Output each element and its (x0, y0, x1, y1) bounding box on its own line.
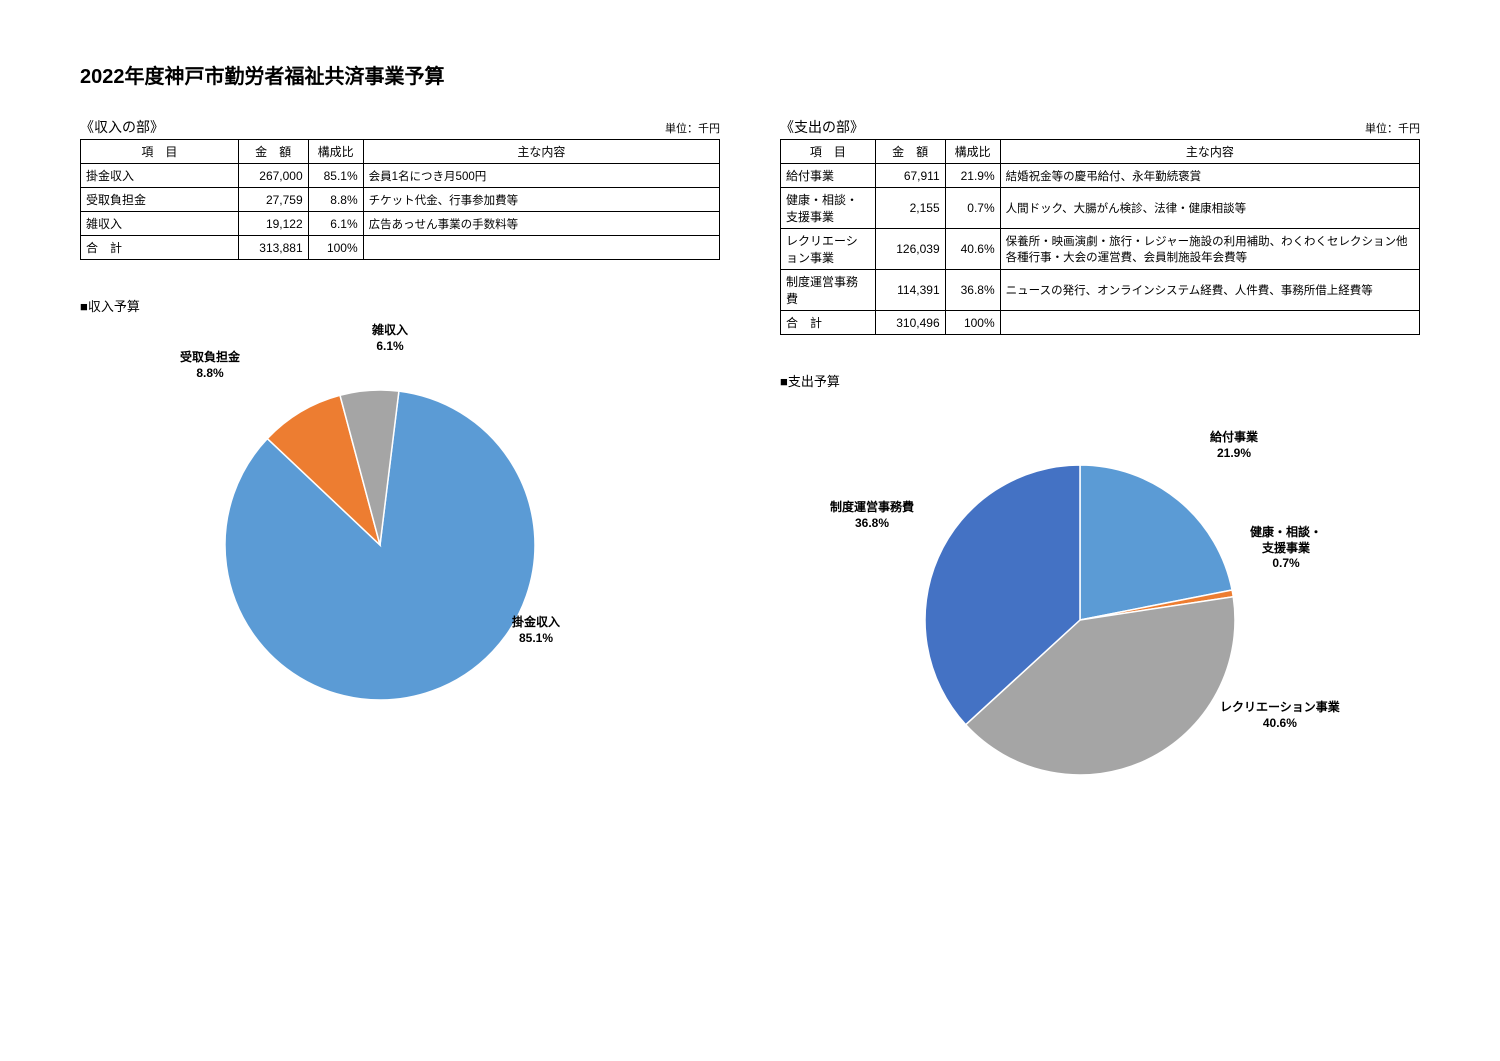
columns: 《収入の部》 単位：千円 項 目 金 額 構成比 主な内容 掛金収入267,00… (80, 117, 1420, 810)
income-cell: 19,122 (238, 212, 308, 236)
pie-slice-label: 掛金収入85.1% (512, 615, 560, 646)
income-cell: 85.1% (308, 164, 363, 188)
expense-section-header: 《支出の部》 単位：千円 (780, 117, 1420, 137)
income-cell: 8.8% (308, 188, 363, 212)
income-row: 合 計313,881100% (81, 236, 720, 260)
income-cell: 27,759 (238, 188, 308, 212)
pie-slice-label: 雑収入6.1% (372, 323, 408, 354)
income-cell: 雑収入 (81, 212, 239, 236)
expense-th-desc: 主な内容 (1000, 140, 1419, 164)
expense-th-amount: 金 額 (875, 140, 945, 164)
expense-cell: 保養所・映画演劇・旅行・レジャー施設の利用補助、わくわくセレクション他各種行事・… (1000, 229, 1419, 270)
expense-cell: 給付事業 (781, 164, 876, 188)
expense-cell: 36.8% (945, 270, 1000, 311)
income-pie-chart: 掛金収入85.1% 受取負担金8.8% 雑収入6.1% (80, 315, 720, 735)
expense-pie-chart: 給付事業21.9% 健康・相談・支援事業0.7% レクリエーション事業40.6% 制度… (780, 390, 1420, 810)
expense-cell: 310,496 (875, 311, 945, 335)
expense-row: 合 計310,496100% (781, 311, 1420, 335)
expense-cell: 126,039 (875, 229, 945, 270)
income-chart-title: ■収入予算 (80, 296, 720, 315)
income-cell: 100% (308, 236, 363, 260)
expense-cell: 21.9% (945, 164, 1000, 188)
income-th-item: 項 目 (81, 140, 239, 164)
income-row: 受取負担金27,7598.8%チケット代金、行事参加費等 (81, 188, 720, 212)
expense-cell: 制度運営事務費 (781, 270, 876, 311)
income-cell: 313,881 (238, 236, 308, 260)
pie-slice-label: 受取負担金8.8% (180, 350, 240, 381)
income-cell (363, 236, 719, 260)
expense-cell: 健康・相談・支援事業 (781, 188, 876, 229)
expense-unit: 単位：千円 (1365, 120, 1420, 136)
expense-row: 健康・相談・支援事業2,1550.7%人間ドック、大腸がん検診、法律・健康相談等 (781, 188, 1420, 229)
expense-section-title: 《支出の部》 (780, 117, 864, 137)
expense-header-row: 項 目 金 額 構成比 主な内容 (781, 140, 1420, 164)
expense-cell: 67,911 (875, 164, 945, 188)
expense-cell: ニュースの発行、オンラインシステム経費、人件費、事務所借上経費等 (1000, 270, 1419, 311)
expense-cell (1000, 311, 1419, 335)
income-row: 雑収入19,1226.1%広告あっせん事業の手数料等 (81, 212, 720, 236)
expense-th-ratio: 構成比 (945, 140, 1000, 164)
expense-cell: 0.7% (945, 188, 1000, 229)
expense-cell: レクリエーション事業 (781, 229, 876, 270)
pie-slice-label: 制度運営事務費36.8% (830, 500, 914, 531)
income-cell: 掛金収入 (81, 164, 239, 188)
income-cell: 6.1% (308, 212, 363, 236)
expense-cell: 2,155 (875, 188, 945, 229)
pie-slice-label: 給付事業21.9% (1210, 430, 1258, 461)
expense-table: 項 目 金 額 構成比 主な内容 給付事業67,91121.9%結婚祝金等の慶弔… (780, 139, 1420, 335)
expense-chart-title: ■支出予算 (780, 371, 1420, 390)
income-th-desc: 主な内容 (363, 140, 719, 164)
income-unit: 単位：千円 (665, 120, 720, 136)
expense-th-item: 項 目 (781, 140, 876, 164)
income-section-title: 《収入の部》 (80, 117, 164, 137)
income-header-row: 項 目 金 額 構成比 主な内容 (81, 140, 720, 164)
income-cell: 会員1名につき月500円 (363, 164, 719, 188)
expense-cell: 40.6% (945, 229, 1000, 270)
expense-cell: 114,391 (875, 270, 945, 311)
expense-column: 《支出の部》 単位：千円 項 目 金 額 構成比 主な内容 給付事業67,911… (780, 117, 1420, 810)
expense-row: レクリエーション事業126,03940.6%保養所・映画演劇・旅行・レジャー施設… (781, 229, 1420, 270)
expense-row: 制度運営事務費114,39136.8%ニュースの発行、オンラインシステム経費、人… (781, 270, 1420, 311)
pie-slice-label: レクリエーション事業40.6% (1220, 700, 1340, 731)
income-row: 掛金収入267,00085.1%会員1名につき月500円 (81, 164, 720, 188)
income-th-ratio: 構成比 (308, 140, 363, 164)
income-cell: 267,000 (238, 164, 308, 188)
expense-cell: 人間ドック、大腸がん検診、法律・健康相談等 (1000, 188, 1419, 229)
income-cell: 合 計 (81, 236, 239, 260)
pie-slice-label: 健康・相談・支援事業0.7% (1250, 525, 1322, 572)
page-title: 2022年度神戸市勤労者福祉共済事業予算 (80, 60, 1420, 89)
income-column: 《収入の部》 単位：千円 項 目 金 額 構成比 主な内容 掛金収入267,00… (80, 117, 720, 735)
income-section-header: 《収入の部》 単位：千円 (80, 117, 720, 137)
income-th-amount: 金 額 (238, 140, 308, 164)
income-cell: 広告あっせん事業の手数料等 (363, 212, 719, 236)
income-cell: チケット代金、行事参加費等 (363, 188, 719, 212)
expense-cell: 結婚祝金等の慶弔給付、永年勤続褒賞 (1000, 164, 1419, 188)
income-cell: 受取負担金 (81, 188, 239, 212)
expense-cell: 100% (945, 311, 1000, 335)
expense-row: 給付事業67,91121.9%結婚祝金等の慶弔給付、永年勤続褒賞 (781, 164, 1420, 188)
income-table: 項 目 金 額 構成比 主な内容 掛金収入267,00085.1%会員1名につき… (80, 139, 720, 260)
expense-cell: 合 計 (781, 311, 876, 335)
